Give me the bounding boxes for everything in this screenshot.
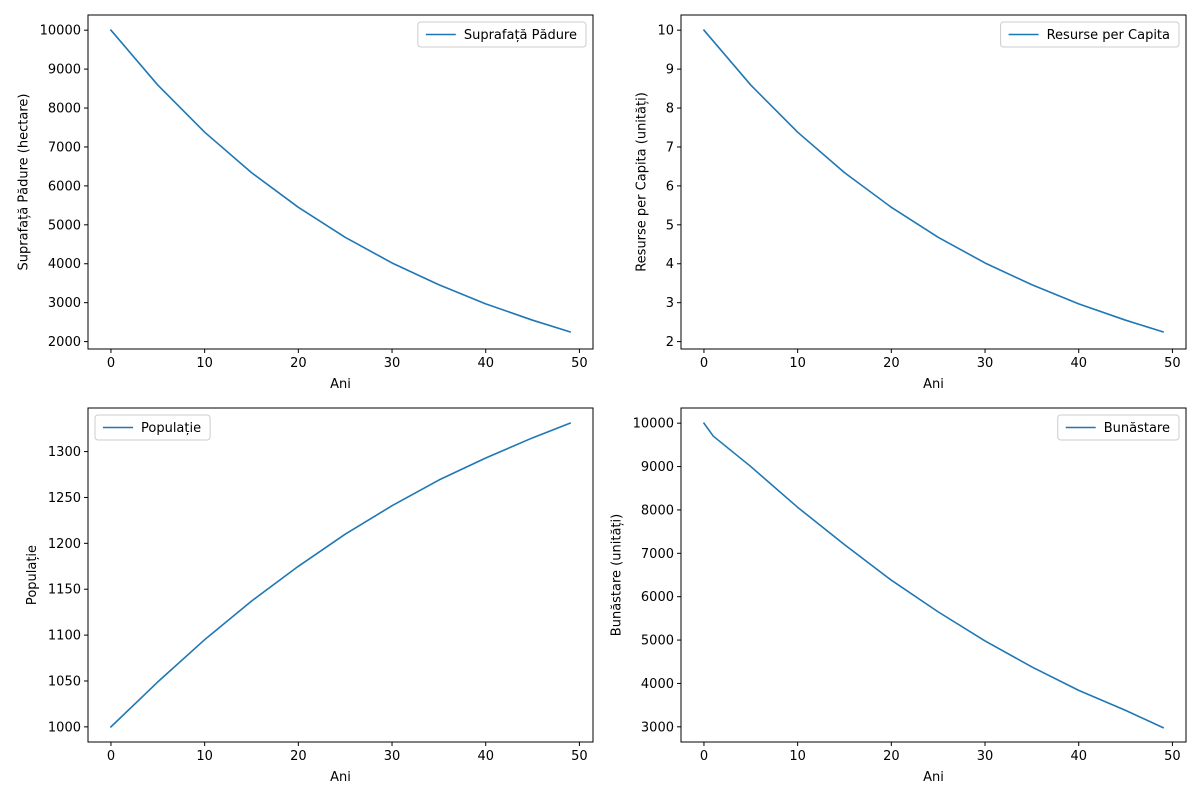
legend-label: Bunăstare [1104,421,1170,436]
legend-box [94,414,211,441]
x-tick-label: 40 [477,749,494,764]
legend-population: Populație [94,414,211,441]
legend-box [417,21,587,48]
x-tick-label: 0 [107,356,115,371]
x-tick-label: 50 [571,749,588,764]
legend-welfare: Bunăstare [1057,414,1180,441]
y-axis-label-resources: Resurse per Capita (unități) [634,92,649,272]
chart-panel-forest: 0 10 20 30 40 50 2000 3000 4000 5000 6000 7000 8000 9… [17,14,594,392]
y-tick-label: 1250 [48,491,81,506]
y-tick-label: 7000 [641,547,674,562]
y-tick-label: 7 [666,140,674,155]
legend-box [1057,414,1180,441]
y-tick-label: 10000 [40,24,81,39]
legend-forest: Suprafață Pădure [417,21,587,48]
x-tick-label: 20 [883,749,900,764]
plot-frame-welfare [680,407,1187,743]
x-tick-label: 50 [1164,749,1181,764]
y-tick-label: 5000 [48,218,81,233]
y-tick-label: 5000 [641,634,674,649]
y-tick-label: 1050 [48,674,81,689]
legend-label: Resurse per Capita [1047,28,1170,43]
y-tick-label: 6 [666,179,674,194]
chart-panel-resources: 0 10 20 30 40 50 2 3 4 5 6 7 8 9 10 Ani Resurse per Capi… [634,14,1187,392]
chart-panel-population: 0 10 20 30 40 50 1000 1050 1100 1150 1200 1250 1300 A… [25,407,594,785]
y-tick-label: 4000 [48,257,81,272]
x-tick-label: 40 [1070,749,1087,764]
x-tick-label: 20 [290,356,307,371]
plot-frame-forest [87,14,594,350]
x-tick-label: 0 [700,749,708,764]
chart-panel-welfare: 0 10 20 30 40 50 3000 4000 5000 6000 7000 8000 9000 1… [610,407,1187,785]
x-tick-label: 40 [477,356,494,371]
x-tick-label: 0 [700,356,708,371]
series-line-welfare [702,422,1165,729]
y-tick-label: 9000 [641,460,674,475]
y-tick-label: 6000 [641,590,674,605]
x-axis-label-welfare: Ani [923,770,944,785]
x-tick-label: 50 [571,356,588,371]
y-tick-label: 1300 [48,445,81,460]
x-tick-label: 30 [977,749,994,764]
y-tick-label: 4000 [641,677,674,692]
x-axis-label-resources: Ani [923,377,944,392]
y-tick-label: 2000 [48,335,81,350]
series-line-forest [109,29,572,333]
y-tick-label: 1000 [48,720,81,735]
y-tick-label: 3 [666,296,674,311]
y-tick-label: 7000 [48,140,81,155]
x-tick-label: 10 [789,749,806,764]
y-axis-label-population: Populație [25,545,40,605]
y-tick-label: 3000 [641,720,674,735]
legend-resources: Resurse per Capita [1000,21,1180,48]
y-axis-label-forest: Suprafață Pădure (hectare) [17,94,32,271]
y-tick-label: 6000 [48,179,81,194]
y-tick-label: 9000 [48,63,81,78]
x-tick-label: 40 [1070,356,1087,371]
y-axis-label-welfare: Bunăstare (unități) [610,514,625,636]
y-tick-label: 1150 [48,583,81,598]
x-tick-label: 0 [107,749,115,764]
x-tick-label: 30 [977,356,994,371]
y-tick-label: 10000 [633,417,674,432]
y-tick-label: 5 [666,218,674,233]
legend-label: Suprafață Pădure [464,28,577,43]
y-tick-label: 4 [666,257,674,272]
plot-frame-population [87,407,594,743]
x-tick-label: 20 [290,749,307,764]
x-tick-label: 20 [883,356,900,371]
series-line-resources [702,29,1165,333]
y-tick-label: 8 [666,102,674,117]
legend-box [1000,21,1180,48]
x-axis-label-forest: Ani [330,377,351,392]
series-line-population [109,422,572,728]
y-tick-label: 8000 [48,102,81,117]
x-tick-label: 30 [384,356,401,371]
y-tick-label: 3000 [48,296,81,311]
y-tick-label: 9 [666,63,674,78]
legend-label: Populație [141,421,201,436]
plot-frame-resources [680,14,1187,350]
y-tick-label: 1100 [48,629,81,644]
x-axis-label-population: Ani [330,770,351,785]
y-tick-label: 10 [657,24,674,39]
x-tick-label: 30 [384,749,401,764]
x-tick-label: 50 [1164,356,1181,371]
x-tick-label: 10 [196,749,213,764]
y-tick-label: 8000 [641,503,674,518]
x-tick-label: 10 [196,356,213,371]
y-tick-label: 2 [666,335,674,350]
y-tick-label: 1200 [48,537,81,552]
x-tick-label: 10 [789,356,806,371]
